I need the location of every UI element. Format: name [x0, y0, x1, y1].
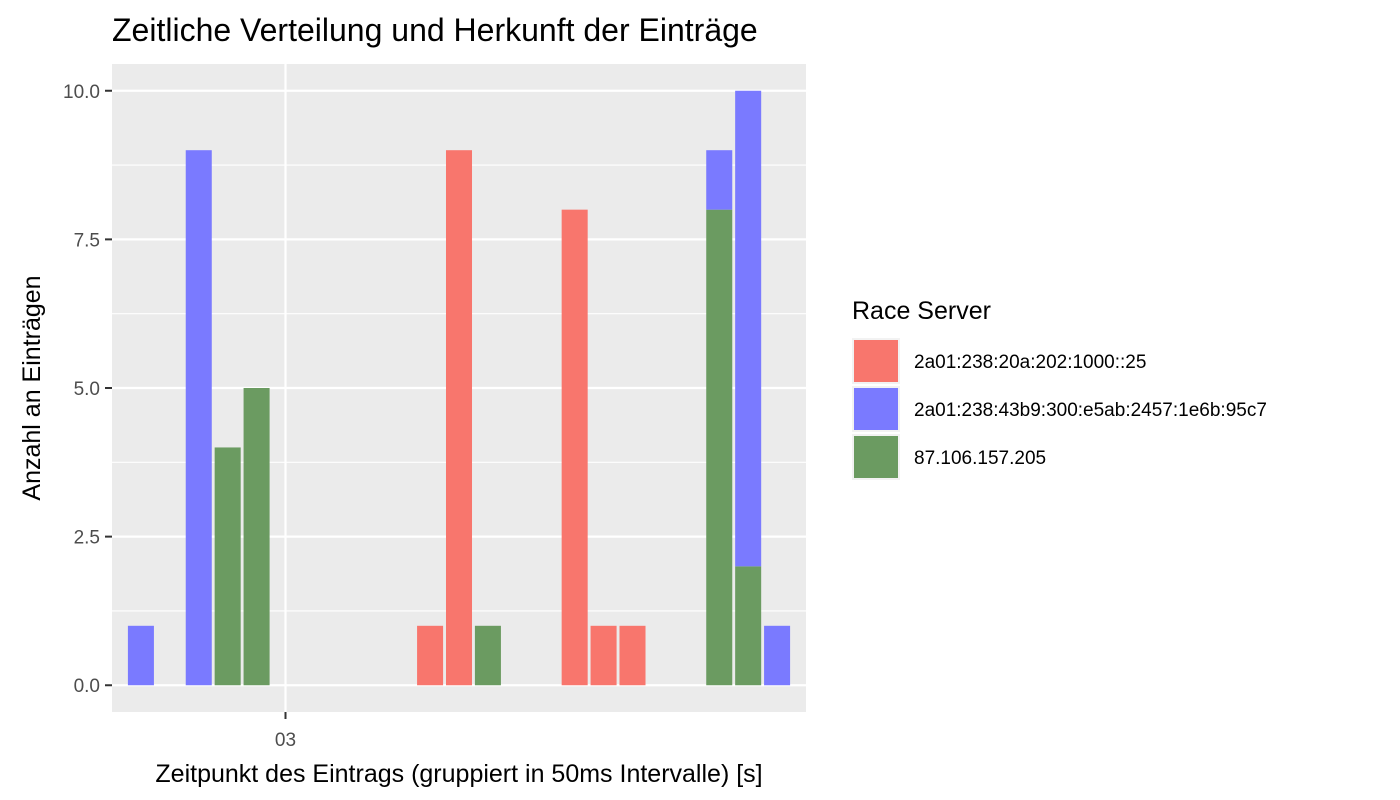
legend-label: 2a01:238:20a:202:1000::25	[914, 352, 1146, 373]
legend-swatch	[854, 436, 898, 478]
y-tick-label: 7.5	[74, 230, 100, 251]
bar-segment	[127, 625, 154, 686]
legend-label: 87.106.157.205	[914, 448, 1046, 469]
bar-segment	[561, 209, 588, 686]
bar-segment	[417, 625, 444, 686]
legend-title: Race Server	[852, 297, 991, 325]
legend: Race Server 2a01:238:20a:202:1000::252a0…	[852, 297, 1267, 480]
bars	[127, 90, 791, 686]
y-axis: 0.0 2.5 5.0 7.5 10.0	[63, 82, 112, 697]
bar-segment	[735, 566, 762, 686]
bar-segment	[706, 209, 733, 686]
x-axis: 03	[275, 712, 296, 751]
x-tick-label: 03	[275, 730, 296, 751]
bar-segment	[214, 447, 241, 686]
chart-title: Zeitliche Verteilung und Herkunft der Ei…	[112, 12, 758, 48]
y-tick-label: 0.0	[74, 676, 100, 697]
bar-segment	[243, 388, 270, 686]
bar-segment	[590, 625, 617, 686]
bar-segment	[706, 150, 733, 210]
bar-segment	[474, 625, 501, 686]
bar-segment	[619, 625, 646, 686]
y-axis-title: Anzahl an Einträgen	[18, 275, 46, 500]
legend-swatch	[854, 340, 898, 382]
legend-swatch	[854, 388, 898, 430]
bar-segment	[764, 625, 791, 686]
y-tick-label: 10.0	[63, 82, 100, 103]
bar-segment	[445, 150, 473, 686]
bar-segment	[185, 150, 212, 686]
x-axis-title: Zeitpunkt des Eintrags (gruppiert in 50m…	[155, 760, 762, 788]
legend-label: 2a01:238:43b9:300:e5ab:2457:1e6b:95c7	[914, 400, 1267, 421]
bar-segment	[735, 90, 762, 567]
y-tick-label: 5.0	[74, 379, 100, 400]
y-tick-label: 2.5	[74, 528, 100, 549]
